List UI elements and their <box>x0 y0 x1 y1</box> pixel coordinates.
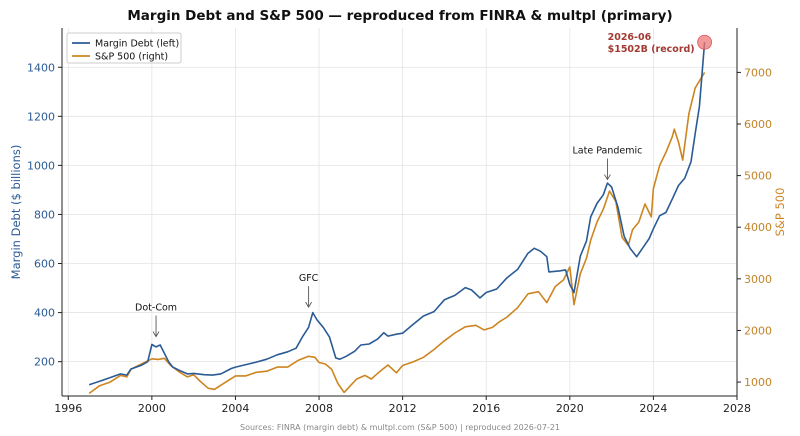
annotation-label: Dot-Com <box>135 303 177 314</box>
y-left-tick-label: 1200 <box>27 110 55 123</box>
record-label-date: 2026-06 <box>608 32 652 43</box>
y-left-tick-label: 400 <box>34 307 55 320</box>
y-left-tick-label: 1000 <box>27 159 55 172</box>
legend-label: S&P 500 (right) <box>95 52 168 63</box>
y-right-tick-label: 5000 <box>744 170 772 183</box>
annotation-label: Late Pandemic <box>573 146 643 157</box>
y-left-tick-label: 200 <box>34 356 55 369</box>
series-lines <box>88 42 706 395</box>
x-tick-label: 2004 <box>221 402 249 415</box>
annotation-arrow-head <box>604 174 611 181</box>
y-right-tick-label: 6000 <box>744 118 772 131</box>
x-tick-label: 2008 <box>305 402 333 415</box>
y-left-tick-label: 600 <box>34 258 55 271</box>
y-left-axis-label: Margin Debt ($ billions) <box>9 145 23 280</box>
y-right-tick-label: 4000 <box>744 221 772 234</box>
margin-debt-line <box>88 42 706 386</box>
y-right-tick-label: 2000 <box>744 324 772 337</box>
annotation-label: GFC <box>299 273 319 284</box>
chart-title: Margin Debt and S&P 500 — reproduced fro… <box>127 8 673 24</box>
legend-box <box>66 32 182 64</box>
legend-label: Margin Debt (left) <box>95 39 179 50</box>
y-right-tick-label: 7000 <box>744 66 772 79</box>
x-tick-label: 2016 <box>472 402 500 415</box>
x-tick-label: 2012 <box>389 402 417 415</box>
y-right-tick-label: 1000 <box>744 376 772 389</box>
y-left-tick-label: 800 <box>34 208 55 221</box>
grid-lines <box>62 28 738 396</box>
x-tick-label: 2000 <box>138 402 166 415</box>
axes: 1996 2000 2004 2008 2012 2016 2020 2024 2028 200 4… <box>9 28 787 415</box>
record-label-value: $1502B (record) <box>608 44 695 55</box>
y-left-tick-label: 1400 <box>27 61 55 74</box>
y-right-axis-label: S&P 500 <box>773 188 787 237</box>
x-tick-label: 1996 <box>54 402 82 415</box>
sp500-line <box>88 71 706 395</box>
annotations: 2026-06$1502B (record) Dot-Com GFC Late Pan… <box>135 32 713 338</box>
legend: Margin Debt (left) S&P 500 (right) <box>66 32 182 64</box>
annotation-arrow-head <box>305 301 312 309</box>
record-marker <box>697 34 713 50</box>
x-tick-label: 2028 <box>723 402 751 415</box>
x-tick-label: 2020 <box>556 402 584 415</box>
y-right-tick-label: 3000 <box>744 273 772 286</box>
annotation-arrow-head <box>152 331 160 338</box>
chart-source: Sources: FINRA (margin debt) & multpl.co… <box>240 423 560 432</box>
x-tick-label: 2024 <box>639 402 667 415</box>
